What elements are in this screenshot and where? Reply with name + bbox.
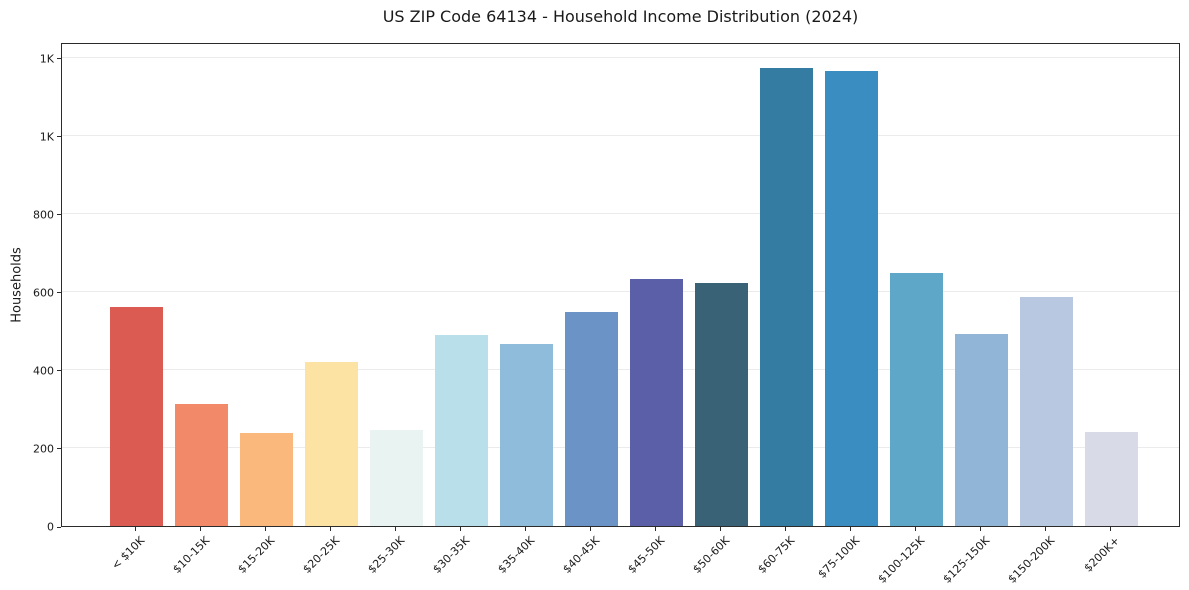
gridline [62, 57, 1179, 58]
x-tick-label: $25-30K [365, 534, 408, 576]
bar [694, 283, 748, 526]
x-tick-label: $30-35K [430, 534, 473, 576]
x-tick-label: $15-20K [235, 534, 278, 576]
bar [434, 335, 488, 526]
x-tick-mark [850, 527, 851, 531]
y-axis-label: Households [9, 247, 25, 323]
bar [1084, 431, 1138, 526]
bar [629, 278, 683, 526]
bar [499, 344, 553, 526]
y-tick-label: 800 [33, 208, 54, 222]
bar [239, 432, 293, 526]
x-tick-mark [200, 527, 201, 531]
y-tick-label: 1K [39, 52, 54, 66]
bar [174, 404, 228, 526]
x-tick-label: $150-200K [1005, 534, 1058, 586]
x-tick-label: $125-150K [940, 534, 993, 586]
bar [889, 272, 943, 526]
gridline [62, 135, 1179, 136]
x-tick-label: < $10K [109, 534, 148, 573]
x-tick-label: $35-40K [495, 534, 538, 576]
bar [824, 70, 878, 526]
gridline [62, 291, 1179, 292]
x-tick-label: $75-100K [815, 534, 863, 581]
x-tick-mark [525, 527, 526, 531]
x-tick-mark [655, 527, 656, 531]
bar [759, 67, 813, 526]
x-tick-mark [460, 527, 461, 531]
x-tick-mark [980, 527, 981, 531]
y-tick-mark [57, 214, 61, 216]
y-tick-mark [57, 448, 61, 450]
bar [109, 306, 163, 526]
bar [1019, 296, 1073, 526]
x-tick-mark [915, 527, 916, 531]
y-tick-label: 1K [39, 130, 54, 144]
gridline [62, 447, 1179, 448]
y-tick-mark [57, 58, 61, 60]
y-tick-label: 0 [47, 520, 54, 534]
x-tick-mark [135, 527, 136, 531]
x-tick-label: $100-125K [875, 534, 928, 586]
x-tick-mark [395, 527, 396, 531]
plot-area [61, 43, 1180, 527]
bar [564, 311, 618, 526]
x-tick-label: $200K+ [1081, 534, 1123, 575]
bar [954, 333, 1008, 526]
y-tick-mark [57, 136, 61, 138]
y-tick-label: 600 [33, 286, 54, 300]
y-tick-mark [57, 526, 61, 528]
y-tick-mark [57, 370, 61, 372]
x-tick-label: $45-50K [625, 534, 668, 576]
x-tick-mark [1110, 527, 1111, 531]
x-tick-mark [720, 527, 721, 531]
x-tick-mark [590, 527, 591, 531]
y-tick-label: 400 [33, 364, 54, 378]
gridline [62, 369, 1179, 370]
x-tick-label: $60-75K [755, 534, 798, 576]
x-tick-label: $20-25K [300, 534, 343, 576]
x-tick-mark [330, 527, 331, 531]
x-tick-mark [785, 527, 786, 531]
chart-title: US ZIP Code 64134 - Household Income Dis… [382, 7, 859, 26]
bar [304, 361, 358, 526]
x-tick-mark [1045, 527, 1046, 531]
y-tick-label: 200 [33, 442, 54, 456]
bar [369, 430, 423, 526]
gridline [62, 213, 1179, 214]
x-tick-label: $50-60K [690, 534, 733, 576]
x-tick-mark [265, 527, 266, 531]
x-tick-label: $10-15K [170, 534, 213, 576]
y-tick-mark [57, 292, 61, 294]
x-tick-label: $40-45K [560, 534, 603, 576]
